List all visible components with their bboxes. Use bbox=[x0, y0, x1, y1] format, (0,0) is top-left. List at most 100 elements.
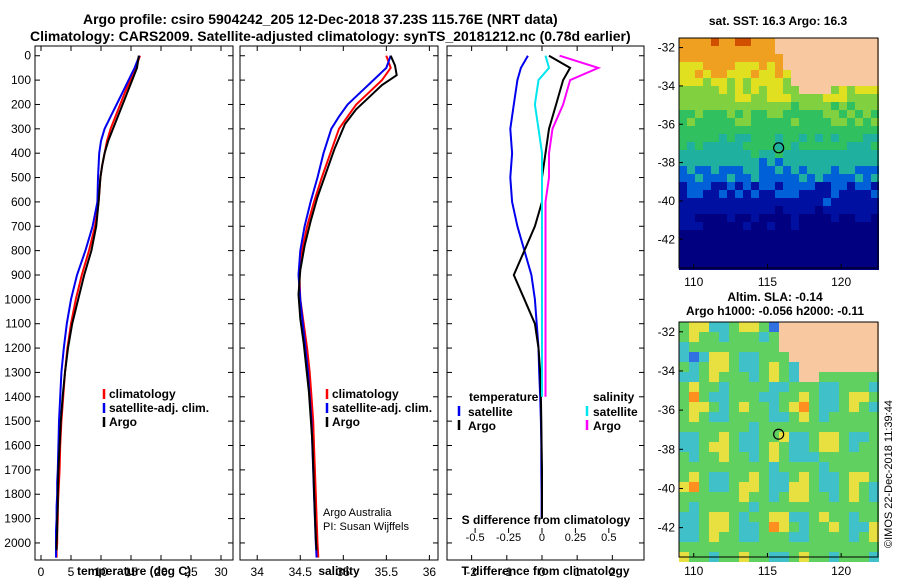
map-cell bbox=[807, 246, 815, 254]
map-cell bbox=[779, 452, 789, 462]
map-cell bbox=[711, 254, 719, 262]
map-cell bbox=[727, 182, 735, 190]
map-cell bbox=[743, 166, 751, 174]
map-cell bbox=[699, 392, 709, 402]
map-cell bbox=[791, 46, 799, 54]
map-cell bbox=[709, 502, 719, 512]
map-cell bbox=[789, 472, 799, 482]
map-cell bbox=[711, 206, 719, 214]
map-cell bbox=[799, 102, 807, 110]
map-cell bbox=[749, 432, 759, 442]
map-cell bbox=[719, 134, 727, 142]
map-cell bbox=[727, 86, 735, 94]
map-cell bbox=[695, 54, 703, 62]
map-cell bbox=[679, 342, 689, 352]
map-cell bbox=[855, 206, 863, 214]
map-cell bbox=[759, 38, 767, 46]
map-cell bbox=[799, 118, 807, 126]
map-cell bbox=[809, 542, 819, 552]
map-cell bbox=[823, 174, 831, 182]
map-cell bbox=[679, 532, 689, 542]
map-cell bbox=[859, 452, 869, 462]
map-cell bbox=[749, 372, 759, 382]
map-cell bbox=[779, 412, 789, 422]
map-cell bbox=[839, 230, 847, 238]
map-cell bbox=[791, 62, 799, 70]
map-cell bbox=[783, 70, 791, 78]
map-cell bbox=[749, 532, 759, 542]
map-cell bbox=[807, 158, 815, 166]
map-cell bbox=[769, 502, 779, 512]
map-cell bbox=[751, 78, 759, 86]
map-cell bbox=[679, 452, 689, 462]
map-cell bbox=[767, 230, 775, 238]
legend-heading: temperature bbox=[469, 390, 539, 404]
map-cell bbox=[783, 190, 791, 198]
map-cell bbox=[799, 78, 807, 86]
map-cell bbox=[807, 238, 815, 246]
map-cell bbox=[679, 62, 687, 70]
map-cell bbox=[871, 126, 879, 134]
map-cell bbox=[783, 110, 791, 118]
map-cell bbox=[735, 254, 743, 262]
map-cell bbox=[751, 94, 759, 102]
map-cell bbox=[871, 238, 879, 246]
map-cell bbox=[709, 372, 719, 382]
map-cell bbox=[743, 46, 751, 54]
map-cell bbox=[799, 262, 807, 270]
map-cell bbox=[815, 166, 823, 174]
x-tick-label: 30 bbox=[214, 565, 228, 579]
map-cell bbox=[823, 166, 831, 174]
map-cell bbox=[735, 126, 743, 134]
map-cell bbox=[783, 126, 791, 134]
map-cell bbox=[819, 452, 829, 462]
map-cell bbox=[739, 462, 749, 472]
map-cell bbox=[749, 482, 759, 492]
map-cell bbox=[869, 462, 879, 472]
map-cell bbox=[687, 190, 695, 198]
figure-title-line2: Climatology: CARS2009. Satellite-adjuste… bbox=[30, 28, 631, 44]
map-cell bbox=[751, 182, 759, 190]
map-cell bbox=[847, 134, 855, 142]
map-cell bbox=[807, 182, 815, 190]
map-cell bbox=[815, 174, 823, 182]
map-cell bbox=[743, 102, 751, 110]
map-cell bbox=[855, 166, 863, 174]
map-cell bbox=[729, 512, 739, 522]
map-cell bbox=[695, 174, 703, 182]
map-cell bbox=[799, 362, 809, 372]
map-cell bbox=[679, 372, 689, 382]
map-cell bbox=[729, 502, 739, 512]
map-cell bbox=[863, 102, 871, 110]
legend-label: Argo bbox=[332, 415, 360, 429]
map-cell bbox=[759, 206, 767, 214]
map-cell bbox=[719, 392, 729, 402]
map-cell bbox=[689, 392, 699, 402]
map-cell bbox=[783, 198, 791, 206]
map-cell bbox=[807, 166, 815, 174]
map-cell bbox=[779, 482, 789, 492]
map-cell bbox=[783, 254, 791, 262]
map-cell bbox=[871, 166, 879, 174]
map-cell bbox=[695, 102, 703, 110]
map-cell bbox=[775, 174, 783, 182]
map-cell bbox=[871, 102, 879, 110]
map-cell bbox=[775, 198, 783, 206]
map-cell bbox=[815, 214, 823, 222]
map-cell bbox=[869, 492, 879, 502]
y-tick-label: 200 bbox=[11, 97, 31, 111]
map-cell bbox=[799, 230, 807, 238]
map-cell bbox=[679, 54, 687, 62]
map-cell bbox=[709, 332, 719, 342]
y-tick-label: 300 bbox=[11, 122, 31, 136]
map-cell bbox=[687, 174, 695, 182]
map-cell bbox=[815, 86, 823, 94]
map-cell bbox=[679, 94, 687, 102]
map-cell bbox=[809, 382, 819, 392]
map-cell bbox=[719, 472, 729, 482]
map-cell bbox=[759, 542, 769, 552]
y-tick-label: 1600 bbox=[4, 439, 31, 453]
map-cell bbox=[719, 342, 729, 352]
map-cell bbox=[791, 230, 799, 238]
map-cell bbox=[859, 392, 869, 402]
